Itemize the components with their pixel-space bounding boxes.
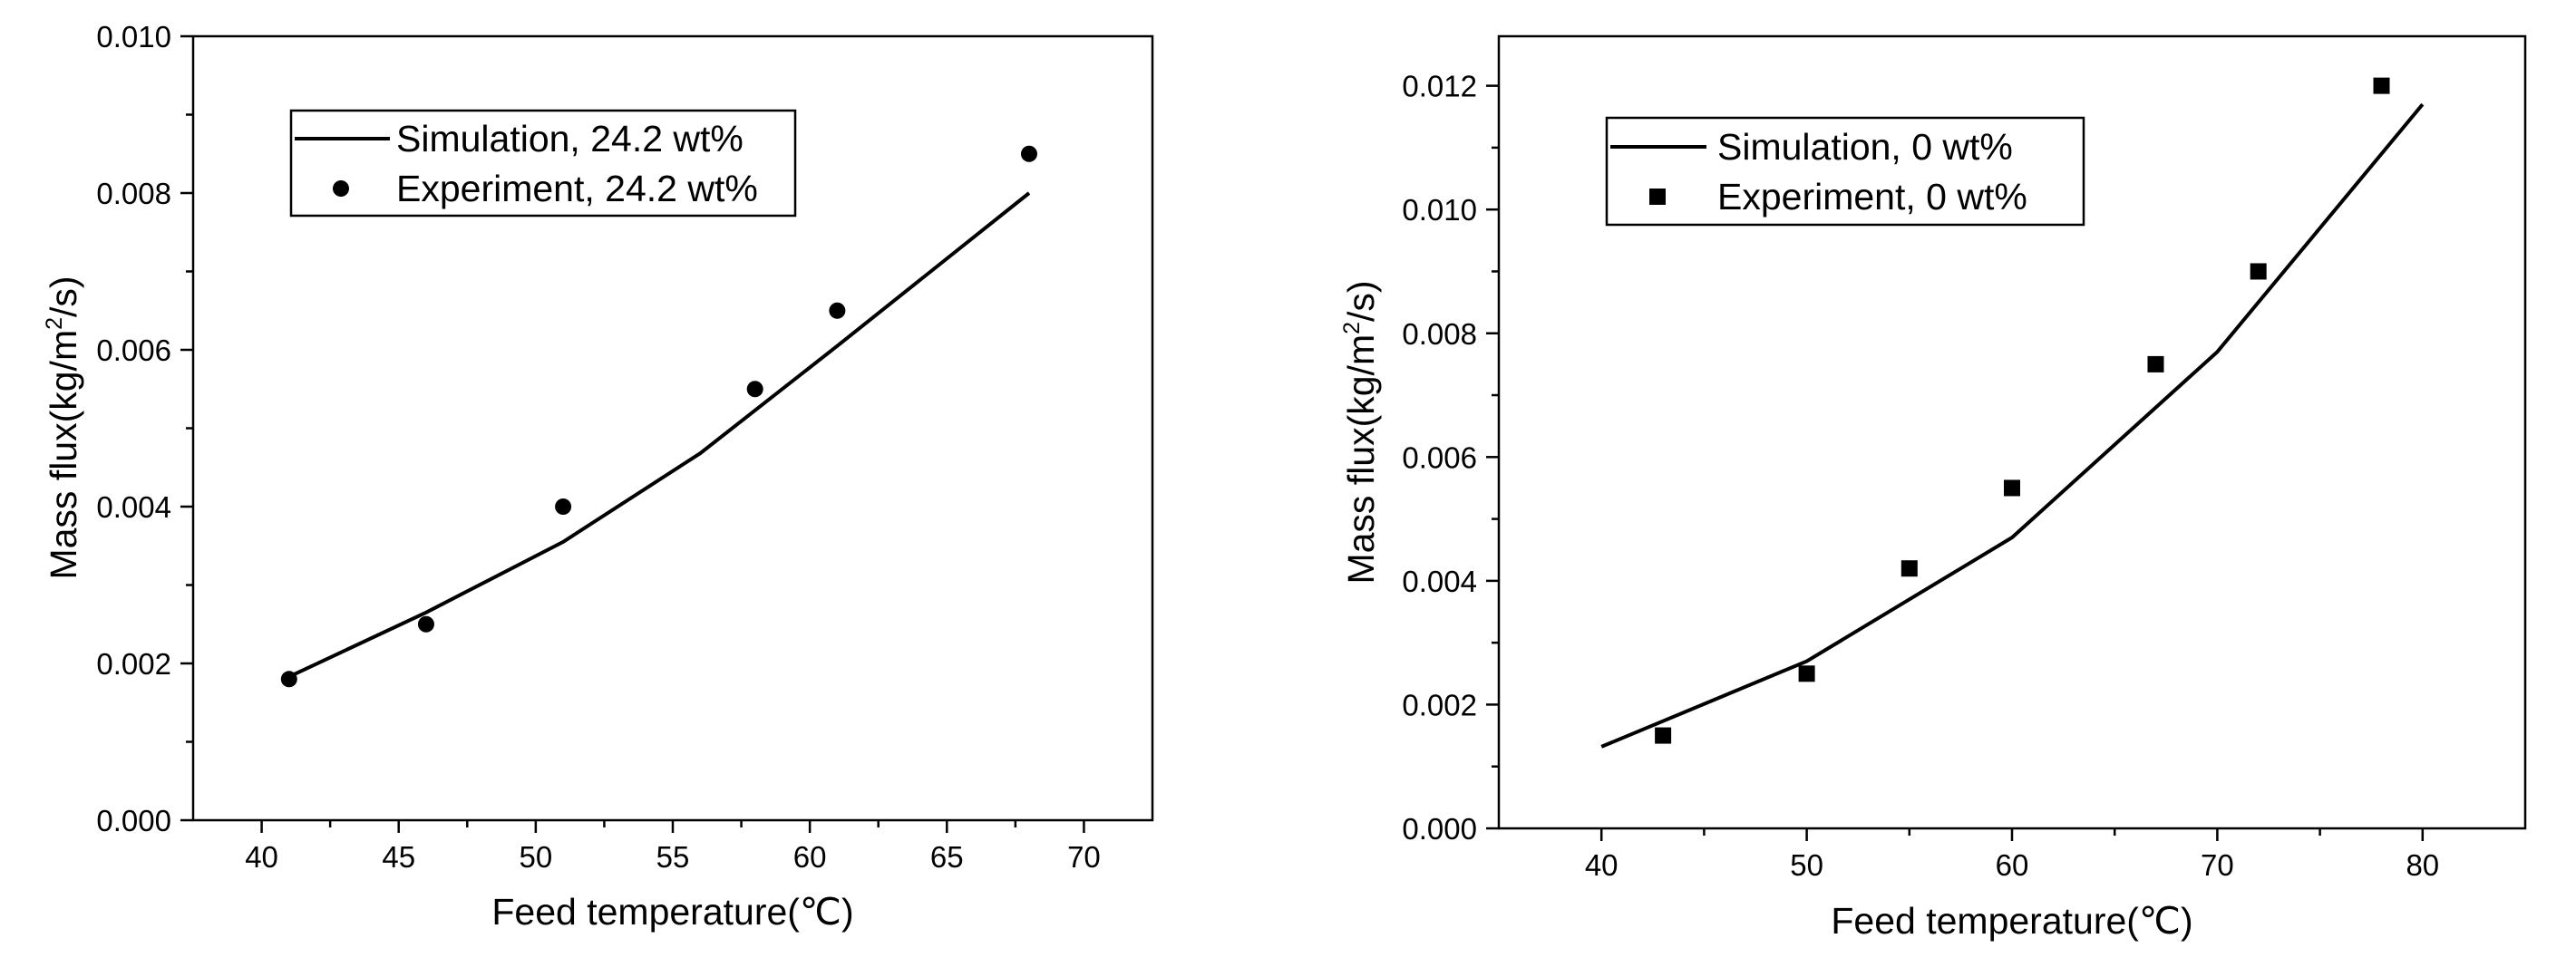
chart-right-legend-marker-swatch [1649,189,1666,205]
chart-left-y-tick-label: 0.000 [96,804,171,837]
chart-left-series [280,145,1037,688]
chart-left-x-tick-label: 70 [1067,840,1101,874]
chart-left-experiment-point [1020,145,1037,162]
chart-right-experiment-point [2004,479,2020,497]
chart-right-y-tick-label: 0.008 [1402,317,1477,351]
chart-right-x-tick-label: 80 [2406,848,2439,882]
chart-right-experiment-point [2147,355,2164,372]
chart-right-tick-labels: 40 50 60 70 80 0.000 0.002 0.004 0.006 0.008 0.010… [1402,70,2439,882]
chart-left-tick-labels: 40 45 50 55 60 65 70 0.000 0.002 0.004 0.006 0.008 0… [96,20,1100,874]
chart-left-y-axis-title-prefix: Mass flux(kg/m [43,330,84,580]
chart-right-y-axis-title-prefix: Mass flux(kg/m [1340,334,1382,585]
chart-right-experiment-point [1798,665,1815,682]
chart-left-x-tick-label: 40 [245,840,278,874]
chart-left-experiment-point [280,671,297,688]
chart-left-x-tick-label: 60 [793,840,827,874]
chart-left-legend-marker-swatch [333,180,349,197]
chart-left-x-tick-label: 45 [382,840,415,874]
chart-right-y-tick-label: 0.002 [1402,688,1477,721]
chart-right-x-tick-label: 40 [1585,848,1619,882]
chart-right-y-tick-label: 0.010 [1402,193,1477,227]
chart-right-experiment-point [2250,263,2267,280]
chart-right-ticks [1486,84,2425,841]
chart-left-experiment-point [746,381,763,398]
chart-right-y-axis-title-sup: 2 [1339,322,1365,334]
chart-left-ticks [180,34,1085,833]
chart-right-y-tick-label: 0.006 [1402,440,1477,474]
chart-left-x-tick-label: 50 [519,840,552,874]
chart-left-experiment-point [417,615,434,633]
chart-right: 40 50 60 70 80 0.000 0.002 0.004 0.006 0.008 0.010… [1339,34,2527,942]
chart-right-x-tick-label: 70 [2201,848,2234,882]
chart-right-experiment-point [1655,727,1672,744]
chart-right-experiment-point [2373,77,2390,94]
chart-left-x-tick-label: 65 [930,840,964,874]
chart-left-simulation-line [287,191,1031,679]
chart-right-y-tick-label: 0.004 [1402,565,1477,598]
chart-left-experiment-point [829,302,846,319]
chart-left-experiment-point [555,498,572,515]
chart-left-y-axis-title: Mass flux(kg/m2/s) [42,276,84,579]
chart-left-y-tick-label: 0.008 [96,177,171,210]
chart-left: 40 45 50 55 60 65 70 0.000 0.002 0.004 0.006 0.008 0… [42,20,1154,933]
chart-left-plot-frame [191,34,1154,822]
chart-left-y-axis-title-suffix: /s) [43,276,84,317]
chart-right-experiment-point [1900,560,1918,577]
chart-right-y-tick-label: 0.012 [1402,70,1477,103]
chart-right-legend-label-simulation: Simulation, 0 wt% [1717,126,2013,168]
chart-right-x-tick-label: 50 [1790,848,1823,882]
chart-left-x-axis-title: Feed temperature(℃) [491,891,853,933]
chart-left-legend-label-experiment: Experiment, 24.2 wt% [396,168,758,209]
chart-right-y-axis-title-suffix: /s) [1340,280,1382,322]
chart-left-y-tick-label: 0.004 [96,490,171,524]
chart-right-legend: Simulation, 0 wt% Experiment, 0 wt% [1605,116,2085,227]
chart-left-y-tick-label: 0.006 [96,334,171,367]
chart-right-plot-frame [1497,34,2527,830]
chart-left-legend: Simulation, 24.2 wt% Experiment, 24.2 wt… [289,109,797,218]
chart-right-legend-label-experiment: Experiment, 0 wt% [1717,176,2027,218]
chart-left-y-axis-title-sup: 2 [42,317,67,330]
chart-right-legend-box [1605,116,2085,227]
chart-right-simulation-line [1600,102,2425,749]
chart-right-y-tick-label: 0.000 [1402,812,1477,846]
chart-left-legend-label-simulation: Simulation, 24.2 wt% [396,118,744,160]
chart-right-series [1600,77,2425,749]
chart-left-x-tick-label: 55 [656,840,690,874]
chart-left-legend-box [289,109,797,218]
chart-right-x-axis-title: Feed temperature(℃) [1831,900,2192,942]
chart-right-y-axis-title: Mass flux(kg/m2/s) [1339,280,1382,584]
chart-right-x-tick-label: 60 [1996,848,2029,882]
chart-left-y-tick-label: 0.002 [96,647,171,681]
chart-left-y-tick-label: 0.010 [96,20,171,53]
